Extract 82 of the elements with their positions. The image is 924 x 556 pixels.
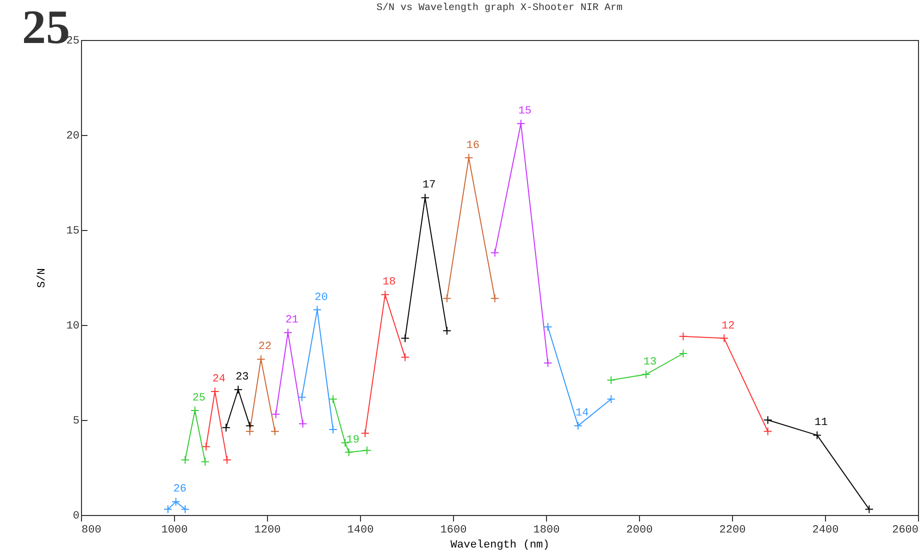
point	[464, 153, 474, 162]
point	[328, 425, 338, 434]
point	[245, 421, 254, 430]
series-label: 23	[236, 372, 249, 384]
point	[362, 446, 372, 455]
point	[812, 430, 822, 440]
series-label: 21	[285, 314, 299, 327]
point	[312, 305, 322, 314]
series-label: 24	[212, 374, 226, 386]
point	[574, 421, 582, 430]
point	[763, 416, 772, 424]
y-axis-title: S/N	[36, 268, 48, 288]
series-label: 25	[192, 392, 206, 404]
chart-title: S/N vs Wavelength graph X-Shooter NIR Arm	[376, 2, 623, 14]
point	[763, 427, 772, 436]
x-tick-label: 2200	[719, 524, 746, 536]
point	[344, 448, 354, 457]
x-tick-label: 1400	[347, 524, 374, 536]
point	[164, 504, 172, 514]
y-tick-label: 15	[66, 226, 80, 238]
point	[490, 248, 500, 258]
point	[200, 457, 210, 466]
point	[442, 294, 452, 303]
series-label: 13	[643, 356, 657, 368]
series-label: 20	[314, 292, 328, 304]
series-label: 12	[721, 320, 735, 332]
point	[543, 322, 552, 332]
point	[442, 326, 452, 336]
x-tick-label: 2600	[892, 524, 918, 536]
point	[490, 294, 500, 303]
point	[678, 349, 688, 358]
x-tick-label: 1600	[440, 524, 467, 536]
point	[271, 410, 280, 419]
series-label: 19	[346, 434, 360, 446]
series-label: 18	[382, 276, 396, 289]
x-tick-label: 1000	[161, 524, 188, 536]
point	[234, 385, 243, 394]
point	[400, 352, 410, 362]
point	[256, 354, 266, 364]
x-tick-label: 2000	[626, 524, 653, 536]
point	[543, 358, 552, 368]
point	[606, 394, 616, 404]
x-tick-label: 1200	[254, 524, 281, 536]
point	[360, 428, 370, 438]
point	[420, 193, 430, 202]
point	[516, 119, 526, 128]
point	[270, 427, 280, 436]
y-tick-label: 0	[72, 510, 80, 522]
point	[298, 419, 308, 428]
x-tick-label: 2400	[812, 524, 839, 536]
point	[678, 332, 688, 341]
point	[720, 334, 728, 343]
point	[328, 394, 338, 404]
y-tick-label: 10	[66, 320, 80, 332]
x-axis-title: Wavelength (nm)	[450, 540, 550, 552]
point	[190, 406, 200, 415]
series-label: 16	[466, 140, 480, 152]
series-label: 14	[575, 408, 590, 420]
point	[864, 504, 874, 514]
series-label: 11	[814, 417, 828, 430]
y-tick-label: 20	[66, 130, 80, 142]
x-tick-label: 800	[82, 524, 102, 536]
point	[400, 334, 410, 343]
point	[380, 290, 390, 299]
point	[202, 442, 210, 451]
point	[642, 370, 650, 379]
point	[284, 328, 292, 337]
point	[298, 392, 306, 402]
series-label: 22	[258, 341, 272, 354]
point	[171, 497, 180, 506]
point	[180, 504, 190, 514]
point	[180, 456, 190, 464]
series-label: 26	[173, 484, 186, 496]
point	[222, 456, 232, 464]
point	[245, 427, 254, 436]
series-label: 15	[518, 106, 532, 118]
y-tick-label: 5	[72, 416, 80, 428]
series-label: 17	[422, 180, 436, 192]
x-tick-label: 1800	[533, 524, 560, 536]
point	[606, 376, 616, 384]
point	[210, 387, 220, 396]
point	[222, 423, 230, 432]
